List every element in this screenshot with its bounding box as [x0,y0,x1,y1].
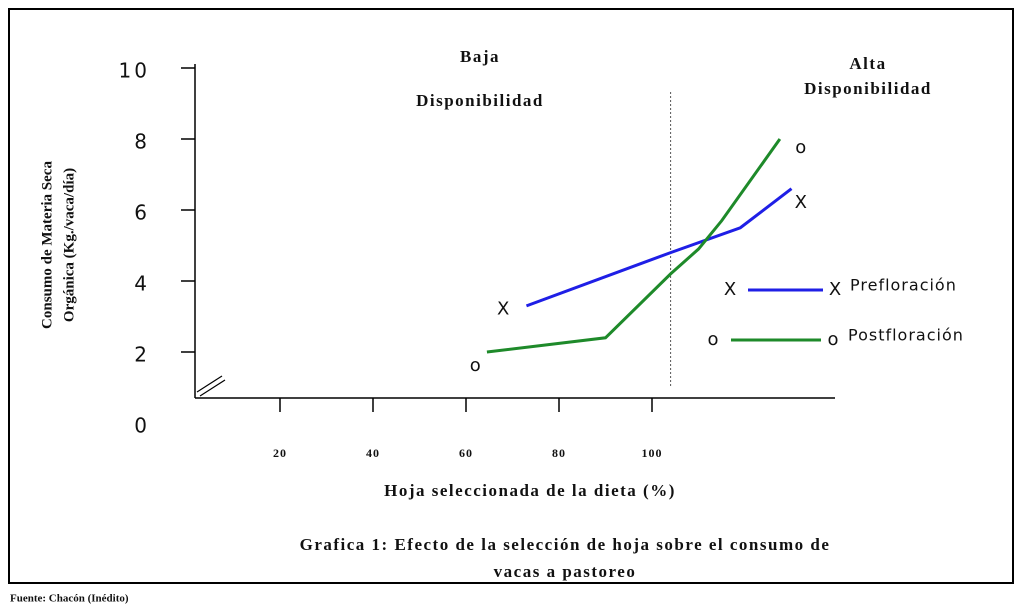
chart-subtitle: vacas a pastoreo [494,562,637,581]
point-marker: o [470,355,481,376]
series-line [525,187,793,308]
legend-label: Postfloración [848,326,964,345]
x-axis-label: Hoja seleccionada de la dieta (%) [384,481,676,500]
y-tick-label: 8 [134,130,150,154]
legend-marker: o [827,329,838,350]
legend-marker: o [707,329,718,350]
x-tick-label: 60 [459,446,473,460]
frame [8,8,1014,584]
x-tick-label: 40 [366,446,380,460]
legend-label: Prefloración [850,276,957,295]
y-tick-label: 4 [134,272,150,296]
legend-marker: X [829,279,841,300]
x-tick-label: 80 [552,446,566,460]
region-label: Disponibilidad [804,79,932,98]
region-label: Baja [460,47,500,66]
y-axis-label: Consumo de Materia Seca Orgánica (Kg./va… [39,161,77,329]
region-label: Disponibilidad [416,91,544,110]
axis-break [196,375,223,393]
y-tick-label: 2 [134,343,150,367]
axis-break [199,379,226,397]
point-marker: o [795,137,806,158]
x-tick-label: 20 [273,446,287,460]
point-marker: X [497,298,509,319]
source: Fuente: Chacón (Inédito) [10,593,129,605]
y-tick-label: 0 [134,414,150,438]
y-axis-label-line: Orgánica (Kg./vaca/día) [61,168,77,322]
series-line [486,138,782,354]
region-label: Alta [849,54,886,73]
y-axis-label-line: Consumo de Materia Seca [39,161,55,329]
x-tick-label: 100 [642,446,663,460]
point-marker: X [795,192,807,213]
legend-marker: X [724,279,736,300]
chart-title: Grafica 1: Efecto de la selección de hoj… [300,535,831,554]
y-tick-label: 6 [134,201,150,225]
y-tick-label: 10 [119,59,150,83]
